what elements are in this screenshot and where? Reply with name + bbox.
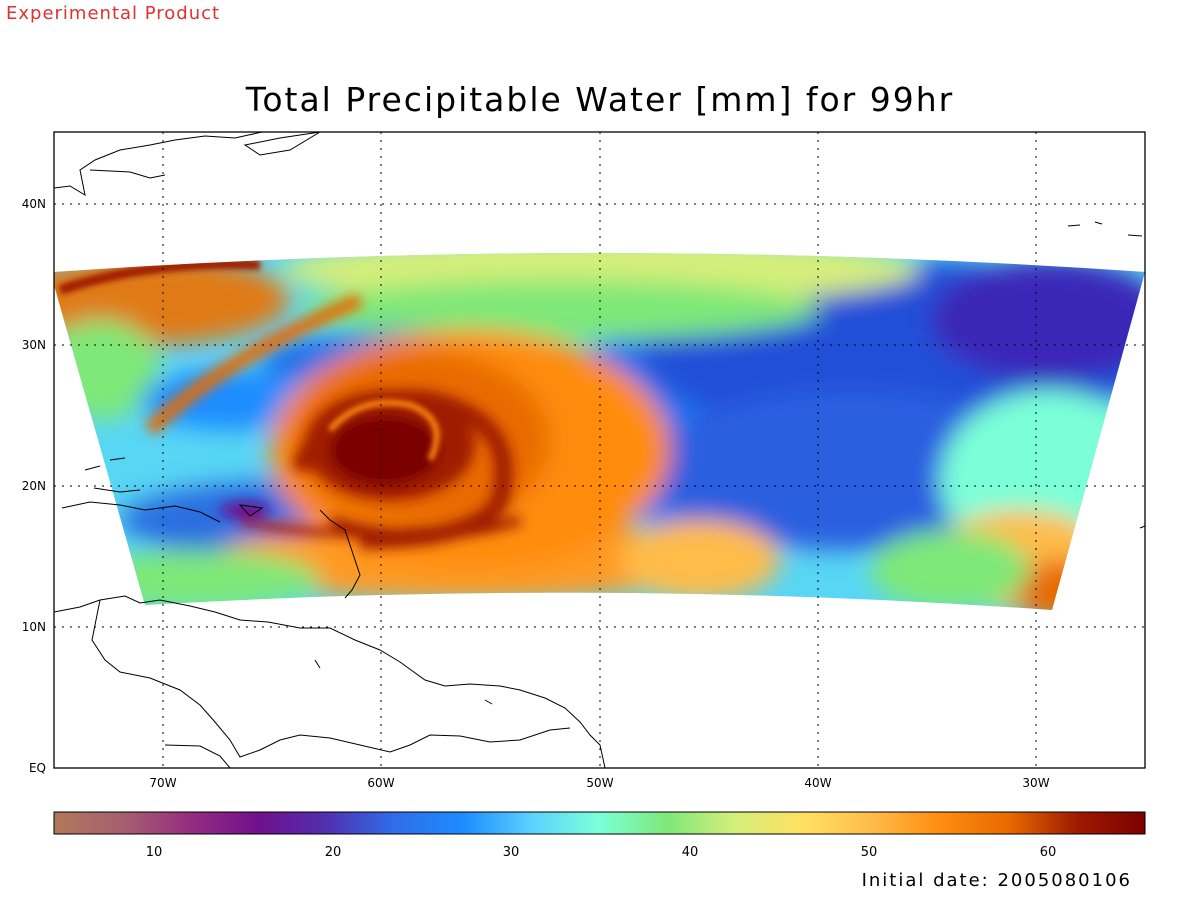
colorbar-label-20: 20 <box>324 845 342 860</box>
experimental-product-label: Experimental Product <box>6 3 221 24</box>
lat-label-30n: 30N <box>21 338 46 352</box>
colorbar <box>53 811 1146 835</box>
lon-label-50w: 50W <box>586 776 614 790</box>
plot-frame <box>53 131 1146 769</box>
initial-date: Initial date: 2005080106 <box>861 870 1132 891</box>
colorbar-label-60: 60 <box>1039 845 1057 860</box>
lat-label-40n: 40N <box>21 197 46 211</box>
lat-label-10n: 10N <box>21 620 46 634</box>
lon-label-40w: 40W <box>804 776 832 790</box>
lat-label-20n: 20N <box>21 479 46 493</box>
graticule <box>54 132 1145 768</box>
data-field <box>54 253 1145 610</box>
colorbar-label-40: 40 <box>681 845 699 860</box>
lon-label-70w: 70W <box>149 776 177 790</box>
colorbar-label-30: 30 <box>502 845 520 860</box>
colorbar-label-50: 50 <box>860 845 878 860</box>
lat-label-eq: EQ <box>28 761 46 775</box>
lon-label-30w: 30W <box>1022 776 1050 790</box>
coastlines <box>54 132 1145 768</box>
lon-label-60w: 60W <box>367 776 395 790</box>
chart-title: Total Precipitable Water [mm] for 99hr <box>245 80 955 119</box>
colorbar-label-10: 10 <box>145 845 163 860</box>
